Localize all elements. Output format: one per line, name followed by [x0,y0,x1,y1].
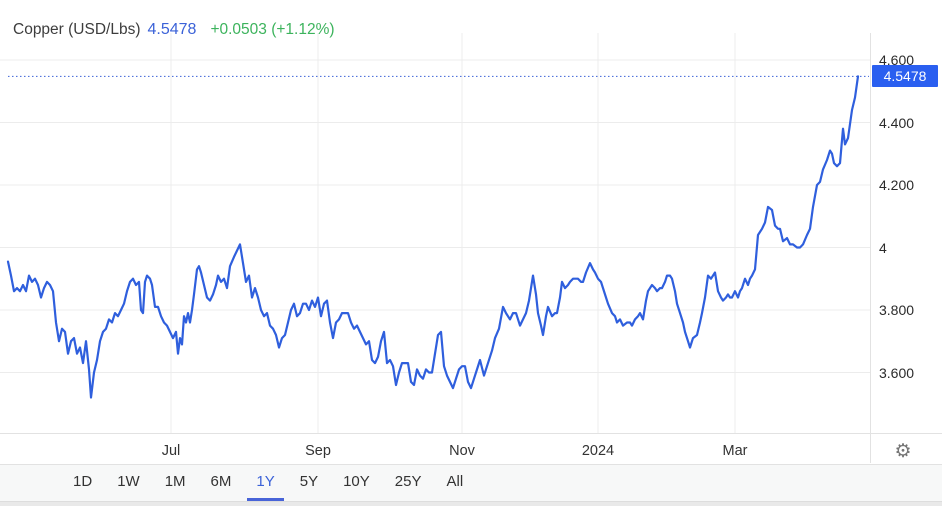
range-button-all[interactable]: All [438,465,473,501]
range-button-25y[interactable]: 25Y [386,465,431,501]
range-toolbar: 1D 1W 1M 6M 1Y 5Y 10Y 25Y All [0,464,942,501]
settings-gear-icon[interactable]: ⚙ [894,441,912,462]
y-axis-tick-label: 4.400 [879,114,915,131]
x-axis-tick-label: Jul [161,443,181,459]
range-button-1y[interactable]: 1Y [247,465,284,501]
price-line-series [6,75,860,399]
y-axis-tick-label: 4.200 [879,177,915,193]
price-change: +0.0503 (+1.12%) [210,21,335,38]
y-axis-tick-label: 3.800 [879,302,915,318]
range-button-6m[interactable]: 6M [202,465,241,501]
range-button-1d[interactable]: 1D [64,465,101,501]
price-header: Copper (USD/Lbs) 4.5478 +0.0503 (+1.12%) [13,21,335,39]
bottom-scroll-strip [0,501,942,506]
range-button-1w[interactable]: 1W [108,465,149,501]
range-button-5y[interactable]: 5Y [291,465,327,501]
range-button-1m[interactable]: 1M [156,465,195,501]
y-axis-tick-label: 3.600 [879,364,915,381]
x-axis-tick-label: Nov [449,443,475,459]
x-axis-tick-label: Sep [305,443,331,459]
range-button-10y[interactable]: 10Y [334,465,379,501]
last-price-badge: 4.5478 [872,65,938,88]
symbol-label: Copper (USD/Lbs) [13,21,141,38]
x-axis-tick-label: Mar [722,443,748,459]
x-axis-tick-label: 2024 [581,443,615,459]
y-axis-tick-label: 4 [879,239,887,256]
y-axis-tick-label: 4.600 [879,52,915,68]
price-chart-plot-area[interactable] [0,0,942,464]
price-value: 4.5478 [147,21,197,38]
